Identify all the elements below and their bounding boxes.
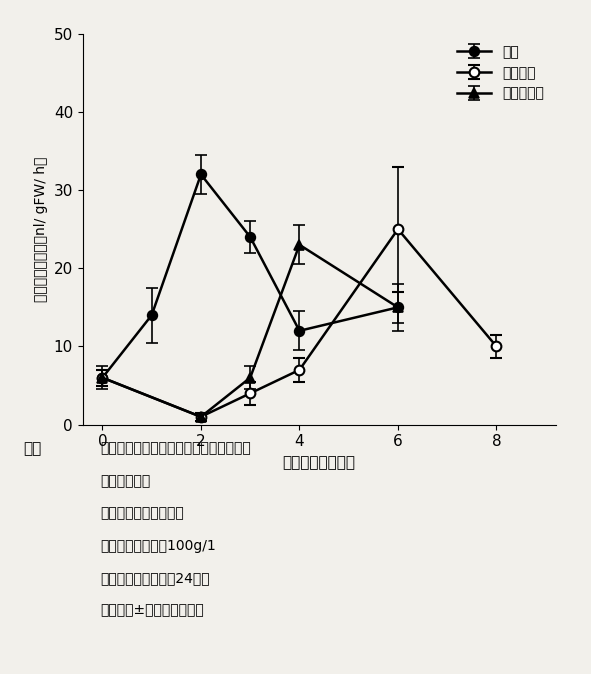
Text: スクロース処理が小花のエチレン生成量: スクロース処理が小花のエチレン生成量 [100, 441, 251, 456]
Text: 値は平均±標準誤差を示す: 値は平均±標準誤差を示す [100, 603, 204, 617]
Y-axis label: エチレン生成量（nl/ gFW/ h）: エチレン生成量（nl/ gFW/ h） [34, 156, 48, 302]
Text: 短期間処理：収穫徉24時間: 短期間処理：収穫徉24時間 [100, 571, 210, 585]
Text: 品種：スーパーローズ: 品種：スーパーローズ [100, 506, 184, 520]
Text: スクロース濃度：100g/1: スクロース濃度：100g/1 [100, 539, 216, 553]
Legend: 対照, 連続処理, 短期間処理: 対照, 連続処理, 短期間処理 [453, 40, 548, 105]
Text: 図１: 図１ [24, 441, 42, 456]
Text: に及ぼす影響: に及ぼす影響 [100, 474, 151, 488]
X-axis label: 収穫後日数（日）: 収穫後日数（日） [282, 455, 356, 470]
